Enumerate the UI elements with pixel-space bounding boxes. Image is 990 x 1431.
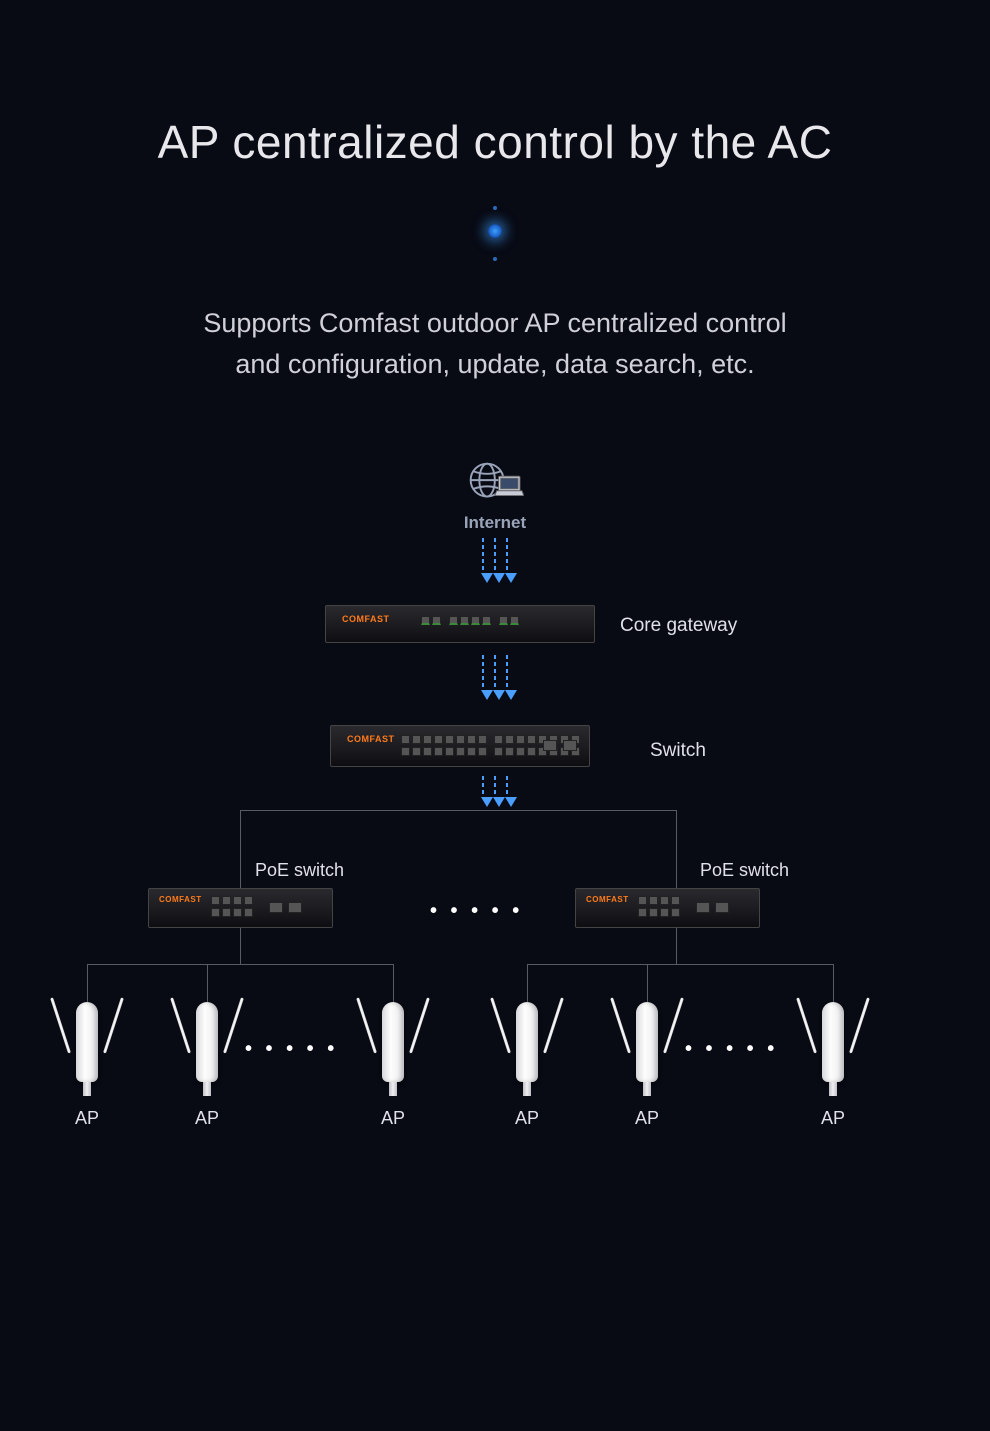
core-gateway-label: Core gateway	[620, 615, 737, 637]
tree-line	[647, 964, 648, 1002]
tree-line	[676, 928, 677, 964]
decorative-glow-dot	[0, 224, 990, 243]
tree-line	[240, 928, 241, 964]
poe-switch-right-device: COMFAST	[575, 888, 760, 928]
ap-label: AP	[507, 1108, 547, 1129]
network-topology-diagram: Internet COMFAST Core	[0, 460, 990, 1420]
poe-switch-left-label: PoE switch	[255, 860, 344, 881]
brand-label: COMFAST	[342, 614, 390, 624]
subtitle-line2: and configuration, update, data search, …	[235, 349, 754, 379]
subtitle: Supports Comfast outdoor AP centralized …	[0, 303, 990, 384]
ellipsis-ap-left: • • • • •	[245, 1038, 338, 1061]
tree-line	[240, 810, 677, 811]
ap-label: AP	[373, 1108, 413, 1129]
tree-line	[87, 964, 88, 1002]
ap-node: AP	[67, 1002, 107, 1129]
ap-label: AP	[627, 1108, 667, 1129]
tree-line	[393, 964, 394, 1002]
internet-node: Internet	[464, 460, 526, 533]
subtitle-line1: Supports Comfast outdoor AP centralized …	[203, 308, 786, 338]
core-gateway-device: COMFAST	[325, 605, 595, 643]
switch-label: Switch	[650, 740, 706, 762]
internet-label: Internet	[464, 513, 526, 533]
globe-laptop-icon	[466, 460, 524, 506]
poe-switch-left-device: COMFAST	[148, 888, 333, 928]
flow-arrows-1	[481, 535, 509, 583]
brand-label: COMFAST	[159, 895, 202, 904]
ap-node: AP	[627, 1002, 667, 1129]
tree-line	[833, 964, 834, 1002]
ap-label: AP	[187, 1108, 227, 1129]
flow-arrows-2	[481, 652, 509, 700]
ap-label: AP	[67, 1108, 107, 1129]
brand-label: COMFAST	[347, 734, 395, 744]
ap-node: AP	[813, 1002, 853, 1129]
ap-node: AP	[373, 1002, 413, 1129]
ap-node: AP	[187, 1002, 227, 1129]
poe-switch-right-label: PoE switch	[700, 860, 789, 881]
tree-line	[207, 964, 208, 1002]
tree-line	[676, 810, 677, 888]
tree-line	[240, 810, 241, 888]
page-title: AP centralized control by the AC	[0, 0, 990, 169]
ellipsis-ap-right: • • • • •	[685, 1038, 778, 1061]
tree-line	[527, 964, 833, 965]
brand-label: COMFAST	[586, 895, 629, 904]
tree-line	[87, 964, 393, 965]
ellipsis-poe: • • • • •	[430, 900, 523, 923]
tree-line	[527, 964, 528, 1002]
ap-node: AP	[507, 1002, 547, 1129]
ap-label: AP	[813, 1108, 853, 1129]
switch-device: COMFAST	[330, 725, 590, 767]
flow-arrows-3	[481, 773, 509, 807]
